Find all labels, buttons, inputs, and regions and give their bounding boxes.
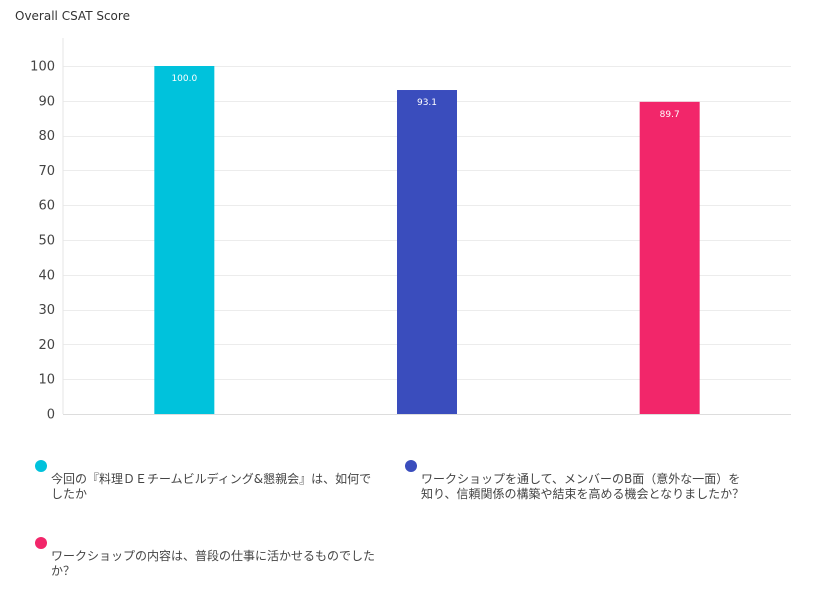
data-labels: 100.0 93.1 89.7 bbox=[171, 74, 679, 120]
data-label-1: 100.0 bbox=[171, 74, 197, 84]
y-tick-label-60: 60 bbox=[38, 199, 55, 214]
bar-3[interactable] bbox=[639, 101, 700, 415]
y-tick-label-90: 90 bbox=[38, 94, 55, 109]
y-tick-label-70: 70 bbox=[38, 164, 55, 179]
y-tick-label-40: 40 bbox=[38, 268, 55, 283]
y-tick-label-100: 100 bbox=[30, 60, 55, 75]
legend-dot-2 bbox=[405, 460, 417, 472]
y-tick-label-50: 50 bbox=[38, 234, 55, 249]
y-tick-label-80: 80 bbox=[38, 129, 55, 144]
legend-label-1: 今回の『料理ＤＥチームビルディング&懇親会』は、如何でしたか bbox=[51, 472, 372, 501]
legend-label-3: ワークショップの内容は、普段の仕事に活かせるものでしたか？ bbox=[51, 549, 376, 578]
bar-2[interactable] bbox=[397, 90, 457, 415]
bar-1[interactable] bbox=[154, 66, 215, 414]
y-axis: 0 10 20 30 40 50 60 70 80 90 100 bbox=[30, 38, 64, 423]
y-tick-label-20: 20 bbox=[38, 338, 55, 353]
y-tick-label-0: 0 bbox=[47, 408, 55, 423]
bars bbox=[154, 66, 700, 415]
y-tick-label-10: 10 bbox=[38, 373, 55, 388]
legend-dot-3 bbox=[35, 537, 47, 549]
y-tick-label-30: 30 bbox=[38, 303, 55, 318]
legend-label-2: ワークショップを通して、メンバーのB面（意外な一面）を知り、信頼関係の構築や結束… bbox=[421, 472, 745, 501]
data-label-2: 93.1 bbox=[417, 98, 437, 108]
legend-dot-1 bbox=[35, 460, 47, 472]
chart-title: Overall CSAT Score bbox=[15, 9, 130, 23]
data-label-3: 89.7 bbox=[660, 110, 680, 120]
